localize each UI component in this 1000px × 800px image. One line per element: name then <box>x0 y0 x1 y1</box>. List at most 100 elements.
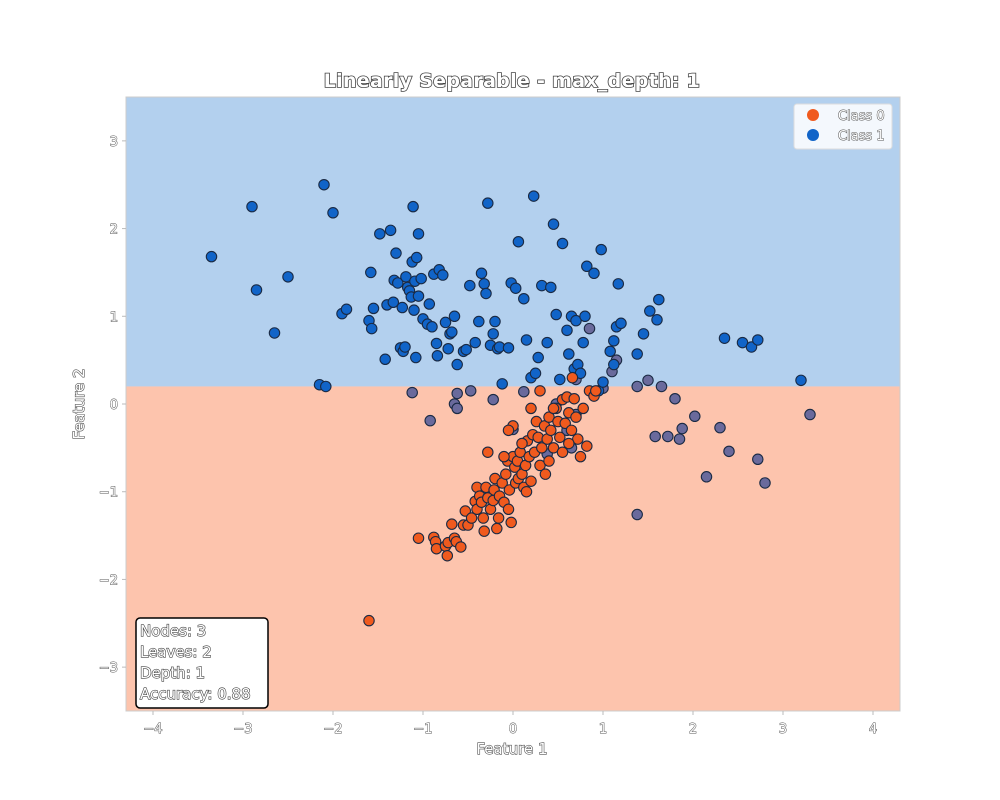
data-point <box>407 200 419 213</box>
data-point <box>518 292 530 305</box>
data-point <box>752 453 764 466</box>
data-point <box>365 322 378 335</box>
data-point <box>676 422 688 435</box>
data-point <box>529 367 542 380</box>
data-point <box>509 282 522 294</box>
data-point <box>581 440 593 452</box>
data-point <box>612 278 625 290</box>
data-point <box>644 305 656 317</box>
data-point <box>700 471 713 483</box>
data-point <box>451 402 463 415</box>
data-point <box>566 371 579 384</box>
data-point <box>759 477 771 489</box>
data-point <box>689 410 701 423</box>
chart-title: Linearly Separable - max_depth: 1 <box>324 70 700 92</box>
info-box-frame <box>135 617 269 709</box>
data-point <box>282 271 294 283</box>
data-point <box>424 414 436 427</box>
x-tick-label: 0 <box>509 722 517 737</box>
data-point <box>487 328 499 340</box>
decision-regions <box>126 97 900 711</box>
data-point <box>615 317 627 330</box>
data-point <box>482 446 494 458</box>
x-axis-ticks: −4 −3 −2 −1 0 1 2 3 4 <box>143 711 878 738</box>
data-point <box>502 503 515 516</box>
x-tick-label: −3 <box>233 722 252 737</box>
data-point <box>478 278 490 290</box>
data-point <box>446 518 458 530</box>
data-point <box>536 442 548 454</box>
data-point <box>795 374 807 387</box>
data-point <box>491 522 503 535</box>
data-point <box>451 387 463 400</box>
data-point <box>410 351 422 364</box>
data-point <box>541 336 553 349</box>
y-axis-ticks: −3 −2 −1 0 1 2 3 <box>98 134 126 677</box>
data-point <box>804 408 816 421</box>
data-point <box>374 228 386 240</box>
data-point <box>577 402 589 415</box>
data-point <box>539 468 552 480</box>
data-point <box>545 281 557 294</box>
data-point <box>565 424 578 437</box>
data-point <box>455 541 467 553</box>
data-point <box>478 525 490 537</box>
data-point <box>608 335 620 347</box>
data-point <box>502 424 515 437</box>
tree-info-box: Nodes: 3 Leaves: 2 Depth: 1 Accuracy: 0.… <box>135 617 269 709</box>
data-point <box>570 411 582 423</box>
legend-marker-class-0 <box>807 109 819 121</box>
y-tick-label: 2 <box>110 223 118 238</box>
data-point <box>412 228 425 240</box>
data-point <box>518 385 530 398</box>
data-point <box>570 314 582 327</box>
data-point <box>410 251 423 264</box>
data-point <box>446 326 458 338</box>
data-point <box>503 484 516 496</box>
data-point <box>412 290 425 302</box>
data-point <box>572 433 584 445</box>
x-tick-label: 4 <box>869 722 877 737</box>
data-point <box>399 341 411 353</box>
data-point <box>496 378 508 390</box>
data-point <box>498 450 510 463</box>
data-point <box>752 334 764 346</box>
data-point <box>745 341 758 353</box>
data-point <box>384 224 397 237</box>
data-point <box>492 512 505 524</box>
x-tick-label: −4 <box>143 722 162 737</box>
legend: Class 0 Class 1 <box>793 103 893 150</box>
y-tick-label: 1 <box>110 310 118 325</box>
data-point <box>547 442 560 454</box>
data-point <box>464 385 477 397</box>
data-point <box>588 267 600 280</box>
data-point <box>631 508 643 521</box>
data-point <box>525 402 537 415</box>
x-tick-label: 3 <box>779 722 787 737</box>
data-point <box>642 374 654 387</box>
data-point <box>516 437 528 450</box>
data-point <box>340 303 353 316</box>
data-point <box>669 392 681 405</box>
data-point <box>655 380 668 393</box>
data-point <box>439 316 452 329</box>
data-point <box>473 315 485 328</box>
data-point <box>379 353 391 366</box>
data-point <box>554 431 566 444</box>
data-point <box>268 327 281 339</box>
data-point <box>365 266 377 279</box>
data-point <box>583 322 596 335</box>
y-tick-label: 3 <box>110 135 118 150</box>
data-point <box>718 332 731 344</box>
data-point <box>430 337 443 350</box>
data-point <box>451 358 463 371</box>
x-tick-label: 2 <box>689 722 697 737</box>
y-axis-label: Feature 2 <box>70 369 88 440</box>
data-point <box>581 260 593 273</box>
data-point <box>441 549 454 562</box>
x-tick-label: 1 <box>599 722 607 737</box>
data-point <box>520 485 533 498</box>
data-point <box>502 342 515 354</box>
data-point <box>415 272 427 285</box>
